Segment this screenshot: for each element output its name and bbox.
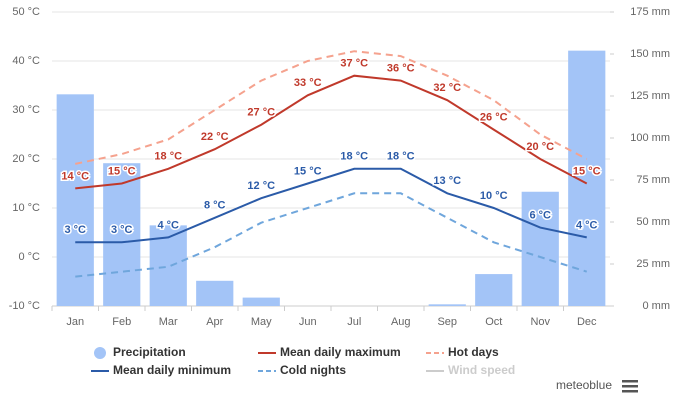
legend-item[interactable]: Cold nights xyxy=(258,363,346,377)
line xyxy=(75,167,587,244)
y-tick-label: 20 °C xyxy=(12,153,40,165)
y2-tick-label: 50 mm xyxy=(636,216,670,228)
menu-bar xyxy=(622,385,638,388)
data-label: 27 °C xyxy=(247,107,275,119)
x-tick-label: May xyxy=(251,316,272,328)
line xyxy=(75,50,588,165)
data-label: 4 °C xyxy=(157,219,179,231)
x-tick-label: Feb xyxy=(112,316,131,328)
data-label: 18 °C xyxy=(340,151,368,163)
data-label: 10 °C xyxy=(480,190,508,202)
data-label: 15 °C xyxy=(294,165,322,177)
data-label: 20 °C xyxy=(526,141,554,153)
x-tick-label: Jul xyxy=(347,316,361,328)
data-label: 32 °C xyxy=(433,82,461,94)
bar xyxy=(568,50,606,306)
y-tick-label: -10 °C xyxy=(9,300,40,312)
y2-tick-label: 175 mm xyxy=(630,6,670,18)
data-label: 13 °C xyxy=(433,175,461,187)
menu-bar xyxy=(622,390,638,393)
bar xyxy=(521,191,559,306)
y2-tick-label: 125 mm xyxy=(630,90,670,102)
menu-icon[interactable] xyxy=(622,380,638,393)
x-tick-label: Aug xyxy=(391,316,411,328)
data-label: 18 °C xyxy=(154,151,182,163)
bar xyxy=(475,274,513,306)
data-label: 4 °C xyxy=(576,219,598,231)
x-tick-label: Jun xyxy=(299,316,317,328)
menu-bar xyxy=(622,380,638,383)
y2-tick-label: 0 mm xyxy=(643,300,671,312)
data-label: 8 °C xyxy=(204,200,226,212)
x-tick-label: Oct xyxy=(485,316,502,328)
line xyxy=(75,74,588,190)
y2-tick-label: 100 mm xyxy=(630,132,670,144)
data-label: 6 °C xyxy=(529,210,551,222)
data-label: 37 °C xyxy=(340,58,368,70)
data-label: 15 °C xyxy=(108,165,136,177)
y2-tick-label: 25 mm xyxy=(636,258,670,270)
bar xyxy=(103,163,141,306)
y-tick-label: 0 °C xyxy=(18,251,40,263)
y2-tick-label: 150 mm xyxy=(630,48,670,60)
line xyxy=(75,192,588,278)
x-tick-label: Nov xyxy=(530,316,550,328)
data-label: 12 °C xyxy=(247,180,275,192)
y-tick-label: 30 °C xyxy=(12,104,40,116)
legend-label: Mean daily maximum xyxy=(280,345,401,359)
x-tick-label: Sep xyxy=(437,316,457,328)
data-label: 22 °C xyxy=(201,131,229,143)
legend-label: Mean daily minimum xyxy=(113,363,231,377)
y-tick-label: 40 °C xyxy=(12,55,40,67)
legend-label: Precipitation xyxy=(113,345,186,359)
x-tick-label: Jan xyxy=(66,316,84,328)
x-tick-label: Dec xyxy=(577,316,597,328)
bar xyxy=(242,297,280,306)
data-label: 14 °C xyxy=(61,170,89,182)
data-label: 3 °C xyxy=(111,224,133,236)
bar xyxy=(56,94,94,306)
legend-label: Wind speed xyxy=(448,363,515,377)
data-label: 18 °C xyxy=(387,151,415,163)
legend-item[interactable]: Mean daily minimum xyxy=(91,363,231,377)
y-tick-label: 50 °C xyxy=(12,6,40,18)
legend-item[interactable]: Mean daily maximum xyxy=(258,345,401,359)
y-tick-label: 10 °C xyxy=(12,202,40,214)
legend-label: Cold nights xyxy=(280,363,346,377)
data-label: 36 °C xyxy=(387,63,415,75)
legend-item[interactable]: Precipitation xyxy=(94,345,186,359)
data-label: 15 °C xyxy=(573,165,601,177)
legend-marker xyxy=(94,347,106,359)
data-label: 3 °C xyxy=(64,224,86,236)
data-label: 33 °C xyxy=(294,77,322,89)
bar xyxy=(196,280,234,306)
x-tick-label: Apr xyxy=(206,316,223,328)
legend-label: Hot days xyxy=(448,345,499,359)
brand: meteoblue xyxy=(556,378,612,392)
x-tick-label: Mar xyxy=(159,316,178,328)
legend-item[interactable]: Hot days xyxy=(426,345,499,359)
data-label: 26 °C xyxy=(480,112,508,124)
legend-item[interactable]: Wind speed xyxy=(426,363,515,377)
bar xyxy=(428,304,466,306)
y2-tick-label: 75 mm xyxy=(636,174,670,186)
